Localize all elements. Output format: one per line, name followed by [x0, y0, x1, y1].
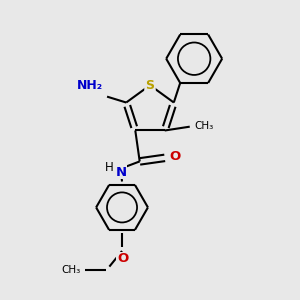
- Text: N: N: [116, 166, 127, 179]
- Text: O: O: [169, 150, 180, 163]
- Text: CH₃: CH₃: [61, 265, 81, 275]
- Text: O: O: [117, 253, 128, 266]
- Text: S: S: [146, 79, 154, 92]
- Text: CH₃: CH₃: [194, 121, 213, 131]
- Text: NH₂: NH₂: [76, 79, 103, 92]
- Text: H: H: [104, 161, 113, 174]
